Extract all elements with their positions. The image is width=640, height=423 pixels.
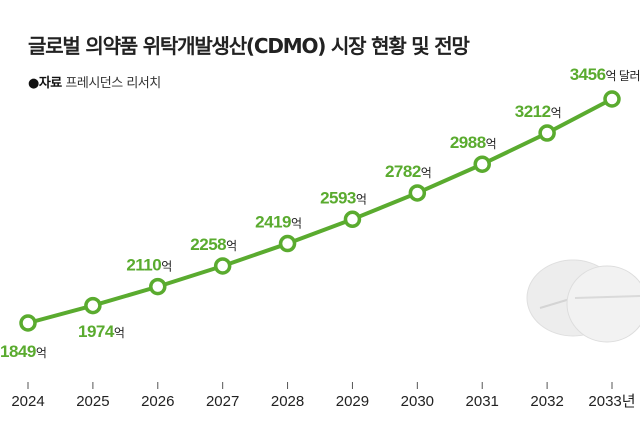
x-tick-label: 2028 xyxy=(271,393,304,410)
data-point xyxy=(343,210,362,229)
data-label: 3456억 달러 xyxy=(570,65,640,84)
chart-title: 글로벌 의약품 위탁개발생산(CDMO) 시장 현황 및 전망 xyxy=(28,34,470,58)
pill-decoration xyxy=(526,259,640,343)
data-label: 1974억 xyxy=(78,322,124,341)
source-label: ●자료 xyxy=(28,76,62,91)
series-line xyxy=(27,97,613,325)
data-label: 3212억 xyxy=(515,102,561,121)
data-point xyxy=(538,124,556,142)
data-label: 2988억 xyxy=(450,133,496,152)
data-label: 1849억 xyxy=(0,342,46,361)
data-point xyxy=(408,184,427,202)
x-tick-label: 2033년 xyxy=(588,393,635,410)
data-label: 2419억 xyxy=(255,213,301,232)
x-tick-label: 2029 xyxy=(336,393,369,410)
x-tick-label: 2026 xyxy=(141,393,174,410)
source-text: 프레시던스 리서치 xyxy=(65,76,161,91)
source-note: ●자료 프레시던스 리서치 xyxy=(28,72,161,91)
data-point xyxy=(213,257,232,275)
x-tick-label: 2032 xyxy=(530,393,563,410)
data-point xyxy=(84,296,102,315)
x-tick-label: 2030 xyxy=(401,393,434,410)
data-point xyxy=(149,277,167,296)
x-tick-label: 2027 xyxy=(206,393,239,410)
x-tick-label: 2031 xyxy=(466,393,499,410)
data-label: 2782억 xyxy=(385,162,431,181)
data-point xyxy=(278,234,297,253)
data-point xyxy=(603,90,621,108)
data-point xyxy=(473,155,491,173)
data-label: 2593억 xyxy=(320,188,366,207)
data-label: 2110억 xyxy=(126,256,171,275)
data-point xyxy=(19,314,37,332)
data-label: 2258억 xyxy=(190,235,236,254)
x-tick-label: 2024 xyxy=(11,393,44,410)
x-tick-label: 2025 xyxy=(76,393,109,410)
